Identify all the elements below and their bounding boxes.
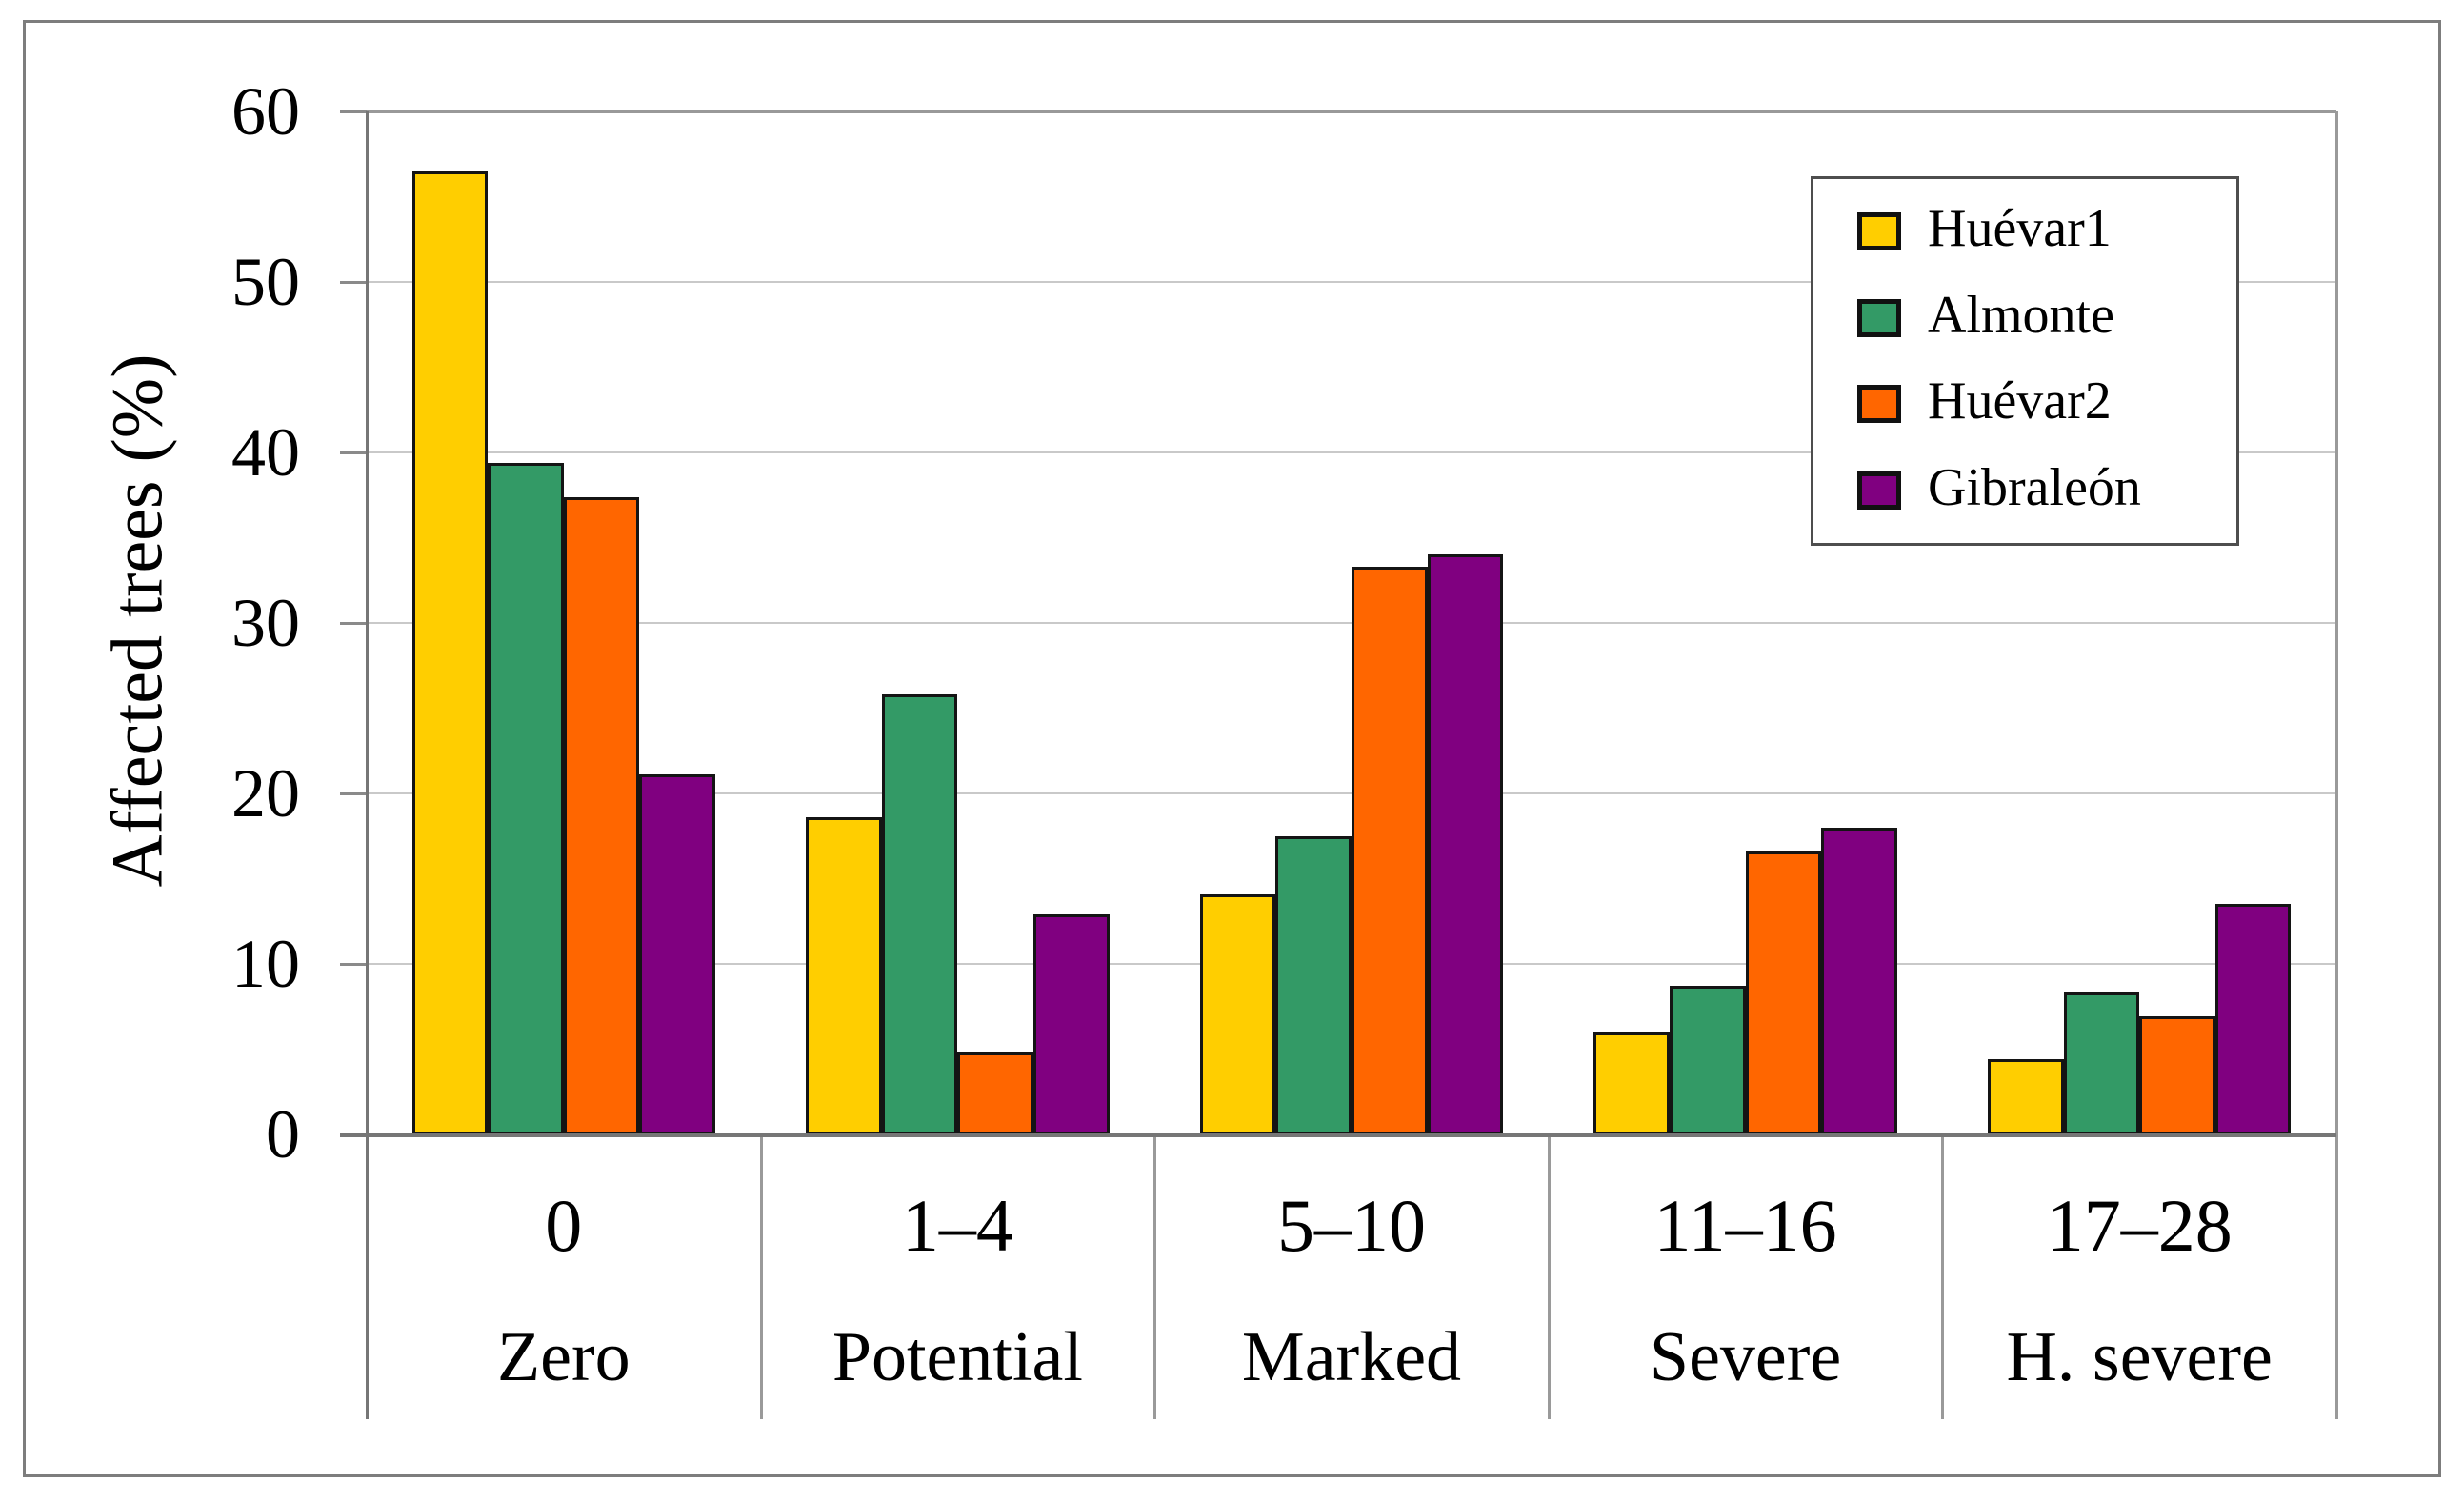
category-name-label: Severe bbox=[1649, 1318, 1842, 1396]
bar-Huévar1-Marked bbox=[1199, 893, 1276, 1134]
y-tick-40 bbox=[340, 451, 367, 454]
legend-label-Gibraleón: Gibraleón bbox=[1928, 457, 2141, 517]
y-tick-label-30: 30 bbox=[231, 585, 300, 661]
category-name-label: Potential bbox=[831, 1318, 1083, 1396]
y-tick-label-20: 20 bbox=[231, 755, 300, 831]
category-range-label: 0 bbox=[545, 1184, 583, 1267]
bar-Huévar2-Potential bbox=[957, 1052, 1033, 1134]
category-name-label: H. severe bbox=[2006, 1318, 2273, 1396]
legend-label-Almonte: Almonte bbox=[1928, 285, 2114, 345]
bar-Gibraleón-H. severe bbox=[2214, 904, 2292, 1134]
bar-Huévar1-Potential bbox=[806, 817, 882, 1134]
category-name-label: Marked bbox=[1241, 1318, 1462, 1396]
bar-Almonte-H. severe bbox=[2063, 992, 2140, 1134]
gridline-50 bbox=[367, 281, 2336, 283]
bar-Huévar2-Severe bbox=[1745, 851, 1822, 1134]
y-tick-label-50: 50 bbox=[231, 244, 300, 320]
bar-Huévar1-H. severe bbox=[1988, 1059, 2064, 1134]
category-range-label: 11–16 bbox=[1653, 1184, 1837, 1267]
y-tick-50 bbox=[340, 281, 367, 284]
legend: Huévar1 Almonte Huévar2 Gibraleón bbox=[1811, 176, 2239, 546]
bar-Huévar2-H. severe bbox=[2139, 1016, 2215, 1134]
plot-right-line bbox=[2335, 111, 2338, 1419]
legend-swatch-Huévar1 bbox=[1857, 212, 1901, 251]
category-separator-2 bbox=[1153, 1134, 1157, 1419]
bar-Gibraleón-Marked bbox=[1427, 554, 1504, 1134]
category-name-label: Zero bbox=[496, 1318, 631, 1396]
legend-swatch-Gibraleón bbox=[1857, 471, 1901, 510]
bar-Gibraleón-Severe bbox=[1821, 827, 1897, 1134]
category-separator-4 bbox=[1941, 1134, 1945, 1419]
bar-Almonte-Severe bbox=[1670, 986, 1746, 1134]
x-axis-line bbox=[340, 1133, 2336, 1137]
legend-swatch-Huévar2 bbox=[1857, 385, 1901, 424]
legend-item-Huévar2: Huévar2 bbox=[1857, 374, 2236, 433]
y-tick-label-0: 0 bbox=[266, 1096, 300, 1172]
bar-Huévar2-Marked bbox=[1352, 566, 1428, 1134]
bar-Huévar1-Severe bbox=[1593, 1031, 1670, 1134]
category-range-label: 5–10 bbox=[1276, 1184, 1426, 1267]
plot-top-line bbox=[367, 110, 2336, 113]
bar-Almonte-Zero bbox=[488, 462, 564, 1134]
legend-label-Huévar2: Huévar2 bbox=[1928, 371, 2112, 431]
category-range-label: 17–28 bbox=[2046, 1184, 2233, 1267]
y-tick-20 bbox=[340, 792, 367, 795]
bar-Huévar2-Zero bbox=[563, 496, 640, 1134]
legend-item-Almonte: Almonte bbox=[1857, 289, 2236, 348]
y-tick-60 bbox=[340, 110, 367, 113]
bar-Gibraleón-Zero bbox=[639, 774, 715, 1134]
y-tick-30 bbox=[340, 622, 367, 625]
y-axis-line bbox=[366, 111, 369, 1419]
y-tick-label-40: 40 bbox=[231, 414, 300, 491]
legend-swatch-Almonte bbox=[1857, 298, 1901, 337]
y-tick-label-60: 60 bbox=[231, 73, 300, 150]
bar-Gibraleón-Potential bbox=[1033, 914, 1110, 1134]
y-tick-label-10: 10 bbox=[231, 926, 300, 1002]
legend-item-Huévar1: Huévar1 bbox=[1857, 202, 2236, 261]
gridline-40 bbox=[367, 451, 2336, 453]
category-range-label: 1–4 bbox=[901, 1184, 1013, 1267]
category-separator-1 bbox=[759, 1134, 763, 1419]
category-separator-3 bbox=[1547, 1134, 1551, 1419]
legend-item-Gibraleón: Gibraleón bbox=[1857, 461, 2236, 520]
legend-label-Huévar1: Huévar1 bbox=[1928, 199, 2112, 259]
y-tick-10 bbox=[340, 963, 367, 966]
bar-Huévar1-Zero bbox=[411, 170, 489, 1134]
bar-Almonte-Potential bbox=[881, 694, 958, 1134]
bar-Almonte-Marked bbox=[1275, 835, 1352, 1134]
figure-border bbox=[23, 20, 2441, 1477]
